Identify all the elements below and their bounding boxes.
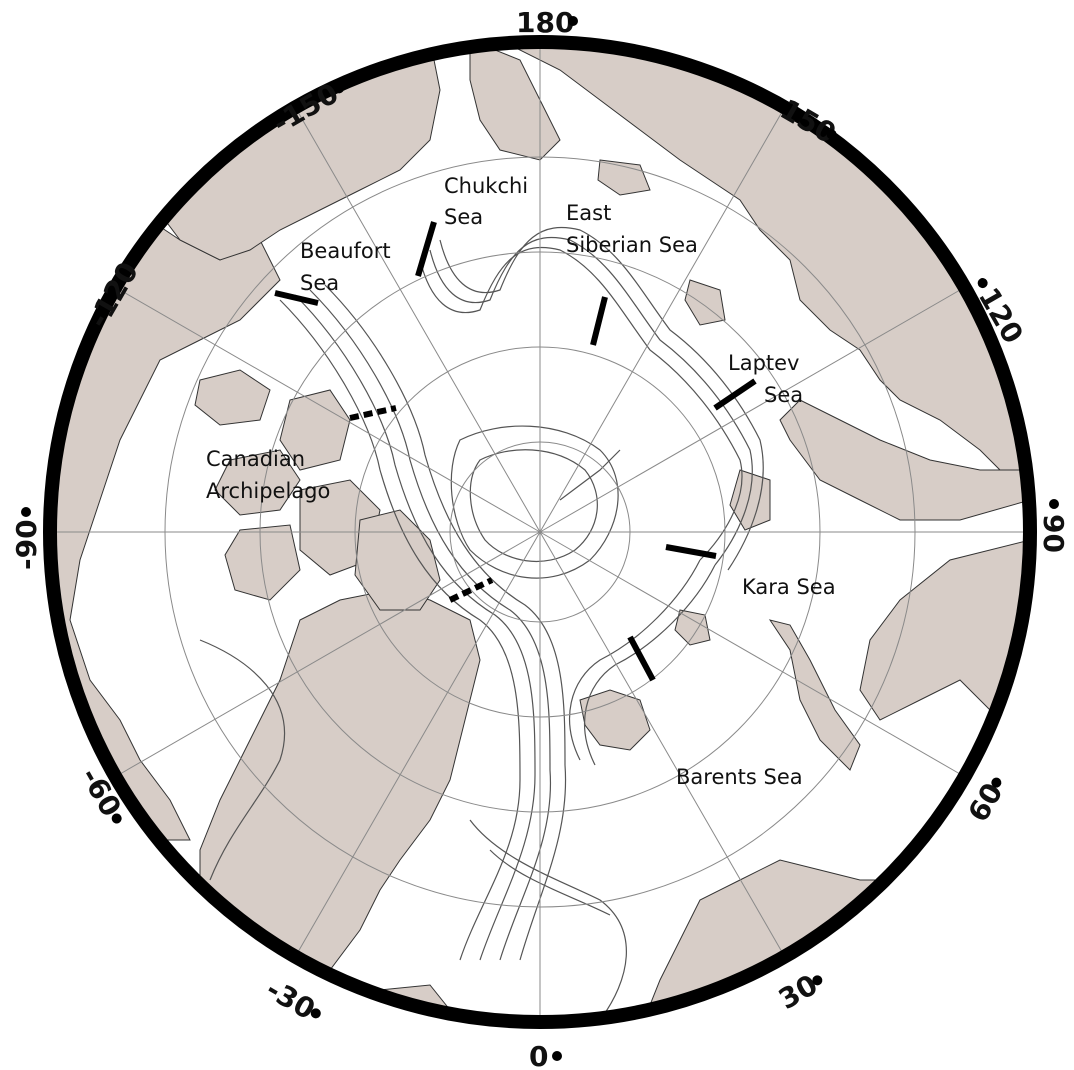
marker-east-siberian (590, 296, 608, 346)
lon-label-0: 0 (529, 1040, 562, 1070)
svg-text:60: 60 (961, 777, 1009, 827)
label-laptev-sea: Laptev Sea (728, 351, 806, 407)
marker-barents (627, 635, 656, 682)
graticule (55, 47, 1025, 1017)
land-greenland (199, 589, 481, 1001)
marker-laptev (713, 378, 757, 411)
marker-kara (665, 544, 717, 559)
marker-beaufort (274, 290, 319, 306)
land-taymyr (779, 399, 1025, 521)
label-beaufort-sea: Beaufort Sea (300, 239, 397, 295)
label-chukchi-sea: Chukchi Sea (444, 174, 535, 229)
land-arch-2 (279, 389, 351, 471)
land-arch-1 (194, 369, 271, 426)
marker-dashed-2 (448, 577, 494, 603)
svg-text:0: 0 (529, 1040, 548, 1070)
svg-text:30: 30 (773, 968, 823, 1016)
map-border (43, 35, 1037, 1029)
land-arch-5 (224, 524, 301, 601)
label-canadian-archipelago: Canadian Archipelago (206, 447, 330, 503)
marker-chukchi (415, 221, 437, 277)
section-markers (274, 221, 757, 682)
bathymetry-contours (199, 226, 764, 1017)
land-svalbard (579, 689, 651, 751)
svg-text:-30: -30 (261, 972, 321, 1026)
lon-label-90: 90 (1037, 499, 1070, 553)
svg-text:180: 180 (516, 6, 574, 39)
land-novaya-zemlya (768, 619, 861, 771)
label-kara-sea: Kara Sea (742, 575, 836, 599)
lon-label-m90: -90 (10, 507, 43, 570)
label-east-siberian-sea: East Siberian Sea (566, 201, 698, 257)
lon-label-30: 30 (773, 968, 823, 1016)
svg-text:-90: -90 (10, 519, 43, 570)
land-wrangel (597, 159, 651, 196)
lon-label-m30: -30 (261, 972, 321, 1026)
lon-label-180: 180 (516, 6, 578, 39)
marker-dashed-1 (349, 405, 397, 421)
land-severnaya-zemlya (729, 469, 771, 531)
land-franz-josef (674, 609, 711, 646)
land-arch-3 (214, 449, 301, 516)
svg-text:90: 90 (1037, 514, 1070, 553)
label-barents-sea: Barents Sea (676, 765, 803, 789)
